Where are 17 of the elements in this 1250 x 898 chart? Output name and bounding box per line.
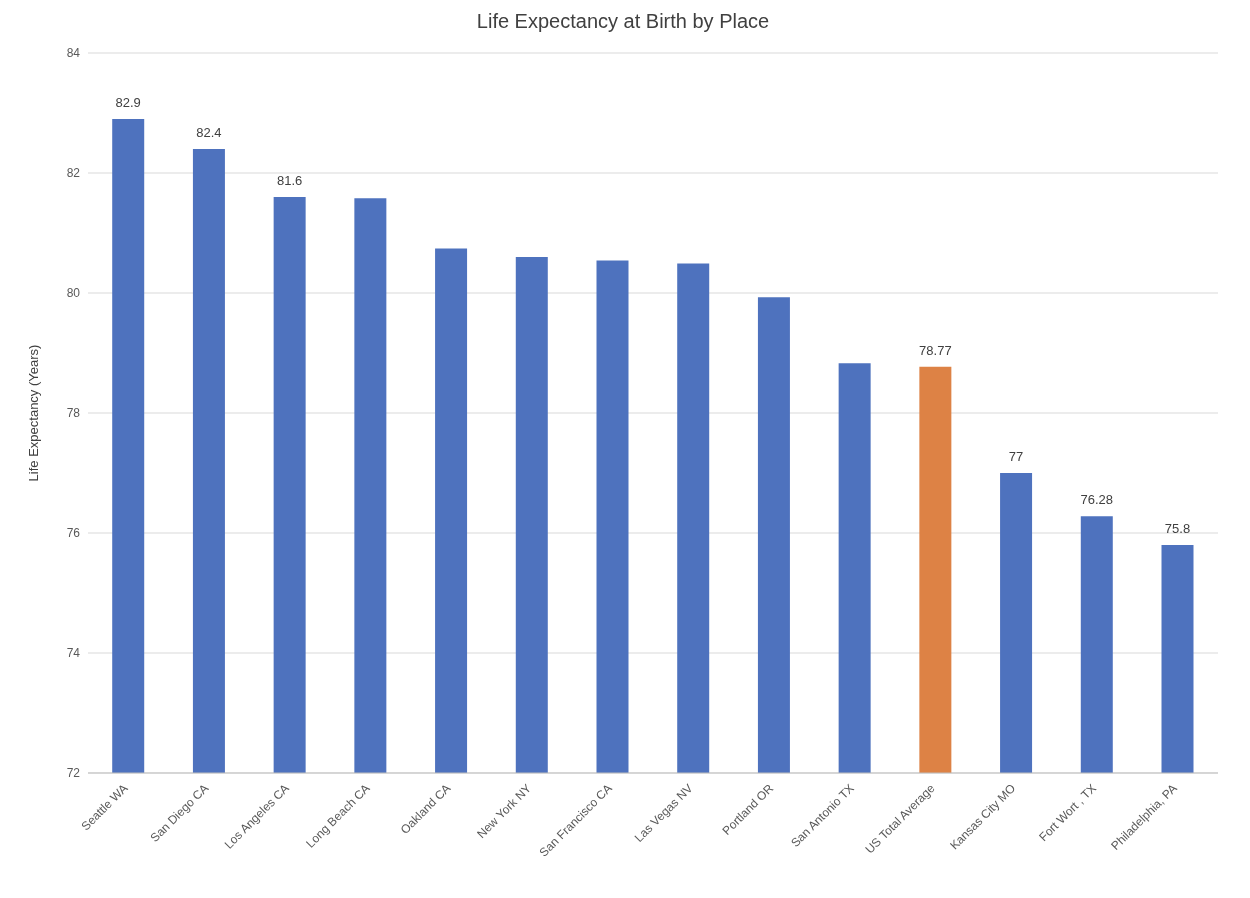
y-tick-label: 74 xyxy=(66,646,81,661)
y-tick-label: 80 xyxy=(66,286,81,301)
y-tick-label: 84 xyxy=(66,46,81,61)
y-axis-title: Life Expectancy (Years) xyxy=(25,344,41,482)
data-label: 76.28 xyxy=(1080,492,1114,508)
data-label: 82.4 xyxy=(196,125,222,140)
data-label: 82.9 xyxy=(115,95,141,110)
data-label: 81.6 xyxy=(276,173,303,188)
data-label: 78.77 xyxy=(919,342,952,358)
y-tick-label: 76 xyxy=(66,526,81,541)
data-label: 77 xyxy=(1008,449,1024,464)
y-tick-label: 78 xyxy=(66,406,81,421)
y-tick-label: 72 xyxy=(66,766,81,781)
data-label: 75.8 xyxy=(1164,521,1191,536)
x-tick-label: New York NY xyxy=(474,781,535,842)
chart-title: Life Expectancy at Birth by Place xyxy=(475,10,771,33)
y-tick-label: 82 xyxy=(66,166,81,181)
